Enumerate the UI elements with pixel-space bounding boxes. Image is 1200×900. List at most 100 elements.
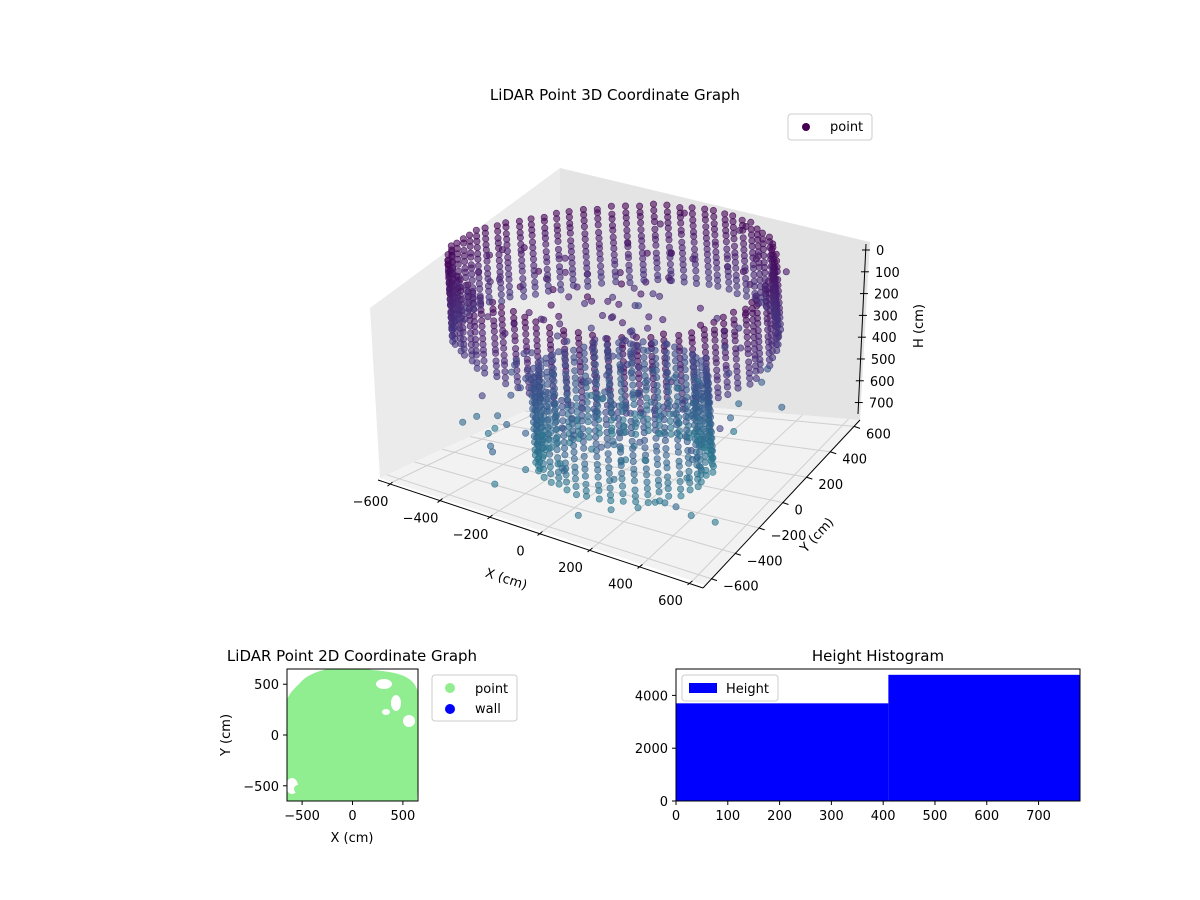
data-point-3d xyxy=(537,363,545,371)
data-point-3d xyxy=(687,511,695,519)
data-point-3d xyxy=(531,290,539,298)
data-point-3d xyxy=(460,239,468,247)
x-tick-label-histogram: 400 xyxy=(871,809,896,824)
data-point-3d xyxy=(686,479,694,487)
data-point-3d xyxy=(644,415,652,423)
data-point-3d xyxy=(651,225,659,233)
data-point-3d xyxy=(503,420,511,428)
data-point-3d xyxy=(612,278,620,286)
data-point-3d xyxy=(617,387,625,395)
data-point-3d xyxy=(690,232,698,240)
data-point-3d xyxy=(517,240,525,248)
data-point-3d xyxy=(709,462,717,470)
data-point-3d xyxy=(619,423,627,431)
grid-line xyxy=(642,414,803,565)
data-point-3d xyxy=(630,442,638,450)
data-point-3d xyxy=(655,481,663,489)
data-point-3d xyxy=(747,218,755,226)
data-point-3d xyxy=(671,350,679,358)
data-point-3d xyxy=(713,314,721,322)
data-point-3d xyxy=(634,343,642,351)
data-point-3d xyxy=(604,363,612,371)
data-point-3d xyxy=(509,307,517,315)
data-point-3d xyxy=(670,374,678,382)
data-point-3d xyxy=(573,408,581,416)
data-point-3d xyxy=(536,357,544,365)
data-point-3d xyxy=(475,268,483,276)
data-point-3d xyxy=(663,473,671,481)
data-point-3d xyxy=(584,282,592,290)
x-tick-label-histogram: 600 xyxy=(974,809,999,824)
data-point-3d xyxy=(532,330,540,338)
data-point-3d xyxy=(522,330,530,338)
data-point-3d xyxy=(480,350,488,358)
data-point-3d xyxy=(546,329,554,337)
data-point-3d xyxy=(681,366,689,374)
data-point-3d xyxy=(722,354,730,362)
z-tick-label-3d: 700 xyxy=(869,397,894,412)
data-point-3d xyxy=(545,407,553,415)
data-point-3d xyxy=(637,290,645,298)
data-point-3d xyxy=(486,278,494,286)
data-point-3d xyxy=(597,273,605,281)
data-point-3d xyxy=(677,492,685,500)
data-point-3d xyxy=(741,257,749,265)
data-point-3d xyxy=(632,430,640,438)
data-point-3d xyxy=(482,246,490,254)
chart-title-histogram: Height Histogram xyxy=(812,647,944,665)
data-point-3d xyxy=(689,399,697,407)
data-point-3d xyxy=(732,264,740,272)
data-point-3d xyxy=(594,215,602,223)
data-point-3d xyxy=(615,352,623,360)
y-tick-mark-3d xyxy=(806,476,813,480)
data-point-3d xyxy=(592,381,600,389)
data-point-3d xyxy=(581,356,589,364)
data-point-3d xyxy=(470,305,478,313)
data-point-3d xyxy=(464,308,472,316)
data-point-3d xyxy=(640,276,648,284)
data-point-3d xyxy=(662,445,670,453)
data-point-3d xyxy=(711,518,719,526)
data-point-3d xyxy=(554,439,562,447)
data-point-3d xyxy=(478,392,486,400)
legend-swatch-height xyxy=(689,683,717,693)
data-point-3d xyxy=(582,383,590,391)
data-point-3d xyxy=(638,243,646,251)
data-point-3d xyxy=(637,226,645,234)
data-point-3d xyxy=(530,271,538,279)
data-point-3d xyxy=(556,460,564,468)
data-point-3d xyxy=(602,334,610,342)
data-point-3d xyxy=(629,457,637,465)
data-point-3d xyxy=(491,480,499,488)
data-point-3d xyxy=(511,337,519,345)
data-point-3d xyxy=(581,465,589,473)
data-point-3d xyxy=(493,373,501,381)
data-point-3d xyxy=(595,234,603,242)
data-point-3d xyxy=(467,264,475,272)
y-tick-mark-3d xyxy=(830,451,837,455)
data-point-3d xyxy=(580,217,588,225)
data-point-3d xyxy=(636,398,644,406)
data-point-3d xyxy=(675,413,683,421)
data-point-3d xyxy=(467,329,475,337)
data-point-3d xyxy=(730,320,738,328)
z-tick-label-3d: 100 xyxy=(875,266,900,281)
data-point-3d xyxy=(665,492,673,500)
data-point-3d xyxy=(723,255,731,263)
data-point-3d xyxy=(752,374,760,382)
data-point-3d xyxy=(541,234,549,242)
gap-2d xyxy=(403,715,415,727)
data-point-3d xyxy=(569,281,577,289)
data-point-3d xyxy=(575,339,583,347)
data-point-3d xyxy=(730,427,738,435)
grid-line xyxy=(692,418,849,582)
data-point-3d xyxy=(630,470,638,478)
legend-box-histogram xyxy=(681,674,779,702)
data-point-3d xyxy=(539,397,547,405)
data-point-3d xyxy=(516,384,524,392)
data-point-3d xyxy=(569,276,577,284)
legend-marker-point-3d xyxy=(802,123,810,131)
data-point-3d xyxy=(694,377,702,385)
data-point-3d xyxy=(674,384,682,392)
data-point-3d xyxy=(597,262,605,270)
